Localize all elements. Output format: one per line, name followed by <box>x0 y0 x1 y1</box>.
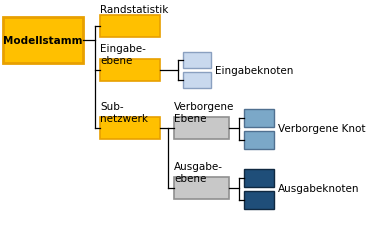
Text: Sub-
netzwerk: Sub- netzwerk <box>100 101 148 123</box>
Bar <box>183 73 211 89</box>
Bar <box>3 18 83 64</box>
Text: Eingabeknoten: Eingabeknoten <box>215 66 294 76</box>
Bar <box>100 117 160 139</box>
Text: Verborgene
Ebene: Verborgene Ebene <box>174 101 234 123</box>
Text: Ausgabe-
ebene: Ausgabe- ebene <box>174 161 223 183</box>
Bar <box>244 191 274 209</box>
Bar <box>174 117 229 139</box>
Text: Modellstamm: Modellstamm <box>3 36 83 46</box>
Text: Verborgene Knoten: Verborgene Knoten <box>278 124 366 133</box>
Bar <box>174 177 229 199</box>
Text: Ausgabeknoten: Ausgabeknoten <box>278 183 359 193</box>
Text: Randstatistik: Randstatistik <box>100 5 168 15</box>
Bar <box>244 110 274 127</box>
Bar <box>183 53 211 69</box>
Bar <box>244 131 274 149</box>
Text: Eingabe-
ebene: Eingabe- ebene <box>100 44 146 65</box>
Bar <box>100 60 160 82</box>
Bar <box>244 169 274 187</box>
Bar <box>100 16 160 38</box>
